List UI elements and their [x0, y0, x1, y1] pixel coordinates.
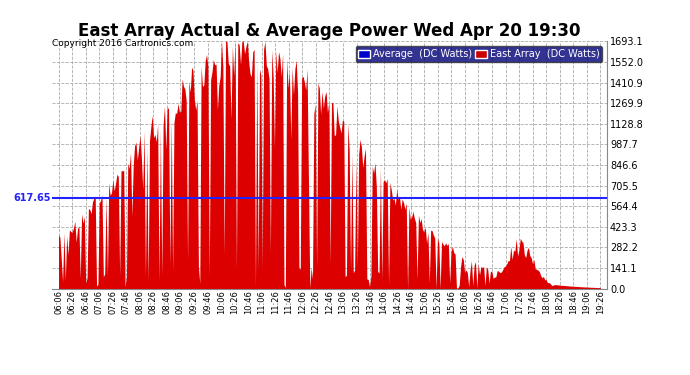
Title: East Array Actual & Average Power Wed Apr 20 19:30: East Array Actual & Average Power Wed Ap… — [78, 22, 581, 40]
Text: Copyright 2016 Cartronics.com: Copyright 2016 Cartronics.com — [52, 39, 193, 48]
Legend: Average  (DC Watts), East Array  (DC Watts): Average (DC Watts), East Array (DC Watts… — [355, 46, 602, 62]
Text: 617.65: 617.65 — [13, 194, 50, 204]
